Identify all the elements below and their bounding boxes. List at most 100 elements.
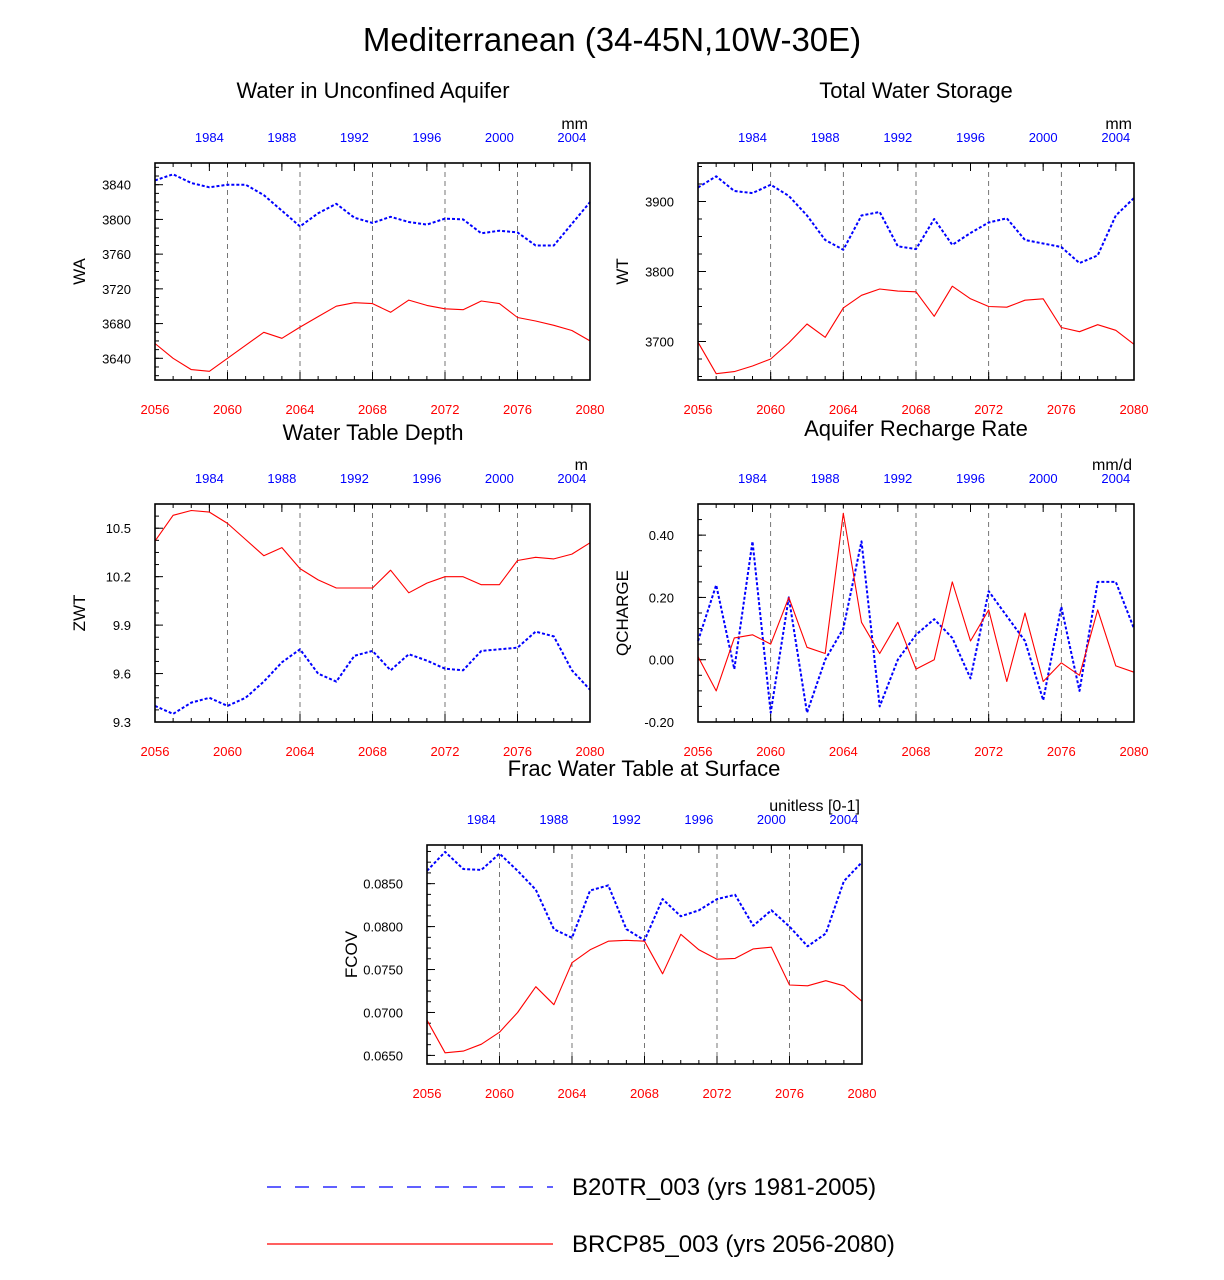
x-tick-label: 2080 [576,744,605,759]
x-tick-label: 2080 [1120,402,1149,417]
x-top-tick-label: 2000 [1029,130,1058,145]
x-tick-label: 2072 [431,744,460,759]
x-top-tick-label: 1992 [883,130,912,145]
x-tick-label: 2056 [684,402,713,417]
x-top-tick-label: 1984 [738,130,767,145]
x-top-tick-label: 1984 [738,471,767,486]
x-tick-label: 2056 [413,1086,442,1101]
plot-frame [154,503,591,723]
x-top-tick-label: 1988 [267,471,296,486]
legend-label-brcp85: BRCP85_003 (yrs 2056-2080) [572,1231,895,1258]
x-top-tick-label: 2000 [1029,471,1058,486]
x-tick-label: 2064 [558,1086,587,1101]
chart-panel-3: Water Table Depth m ZWT 2056 2060 2064 2068 207… [70,420,604,759]
series-line-brcp85 [697,512,1135,692]
y-tick-label: 0.20 [649,590,674,605]
x-top-tick-label: 1988 [539,812,568,827]
legend-label-b20tr: B20TR_003 (yrs 1981-2005) [572,1174,876,1201]
y-tick-label: 3680 [102,317,131,332]
series-line-brcp85 [426,933,863,1054]
x-tick-label: 2076 [503,744,532,759]
x-tick-label: 2056 [141,744,170,759]
units-label: mm/d [1092,457,1132,474]
x-top-tick-label: 1992 [883,471,912,486]
x-top-tick-label: 2000 [757,812,786,827]
chart-panel-4: Aquifer Recharge Rate mm/d QCHARGE 2056 2060… [613,416,1148,759]
x-tick-label: 2076 [503,402,532,417]
x-tick-label: 2060 [213,744,242,759]
x-tick-label: 2076 [775,1086,804,1101]
y-tick-label: 3640 [102,351,131,366]
x-top-tick-label: 1996 [956,130,985,145]
y-tick-label: 9.6 [113,667,131,682]
x-tick-label: 2060 [213,402,242,417]
panels: Water in Unconfined Aquifer mm WA 2056 2060 2… [70,78,1148,1101]
chart-panel-2: Total Water Storage mm WT 2056 2060 2064 2068 2… [613,78,1148,417]
x-top-tick-label: 2000 [485,130,514,145]
y-tick-label: 0.00 [649,653,674,668]
y-tick-label: 0.0850 [363,877,403,892]
y-tick-label: 0.0700 [363,1005,403,1020]
y-tick-label: 0.0750 [363,963,403,978]
x-top-tick-label: 1988 [811,130,840,145]
x-tick-label: 2080 [848,1086,877,1101]
x-tick-label: 2072 [974,744,1003,759]
y-tick-label: 3800 [102,212,131,227]
units-label: mm [1105,116,1132,133]
units-label: unitless [0-1] [769,798,860,815]
x-top-tick-label: 1988 [811,471,840,486]
x-tick-label: 2068 [358,402,387,417]
y-tick-label: 9.9 [113,618,131,633]
legend: B20TR_003 (yrs 1981-2005) BRCP85_003 (yr… [267,1174,895,1258]
y-tick-label: 9.3 [113,715,131,730]
x-tick-label: 2068 [902,402,931,417]
y-tick-label: -0.20 [644,715,674,730]
x-top-tick-label: 1992 [340,471,369,486]
x-top-tick-label: 2004 [557,130,586,145]
panel-title: Water Table Depth [283,420,464,445]
y-axis-label: FCOV [342,930,361,978]
y-tick-label: 0.40 [649,528,674,543]
y-tick-label: 3760 [102,247,131,262]
y-axis-label: WA [70,257,89,284]
series-line-brcp85 [154,299,591,372]
series-line-b20tr [697,540,1135,714]
panel-title: Aquifer Recharge Rate [804,416,1028,441]
x-tick-label: 2064 [286,402,315,417]
series-line-brcp85 [154,509,591,594]
x-top-tick-label: 2004 [1101,130,1130,145]
x-tick-label: 2068 [630,1086,659,1101]
x-tick-label: 2056 [684,744,713,759]
x-tick-label: 2056 [141,402,170,417]
x-top-tick-label: 2004 [557,471,586,486]
y-tick-label: 3700 [645,335,674,350]
x-tick-label: 2072 [703,1086,732,1101]
x-tick-label: 2064 [829,402,858,417]
x-tick-label: 2080 [576,402,605,417]
y-tick-label: 0.0650 [363,1048,403,1063]
x-top-tick-label: 1996 [412,130,441,145]
x-tick-label: 2060 [485,1086,514,1101]
x-tick-label: 2064 [286,744,315,759]
x-tick-label: 2076 [1047,402,1076,417]
x-top-tick-label: 1996 [684,812,713,827]
y-axis-label: QCHARGE [613,570,632,656]
y-tick-label: 10.2 [106,570,131,585]
x-tick-label: 2076 [1047,744,1076,759]
x-tick-label: 2080 [1120,744,1149,759]
x-tick-label: 2060 [756,744,785,759]
x-top-tick-label: 1996 [956,471,985,486]
x-top-tick-label: 2000 [485,471,514,486]
y-tick-label: 3840 [102,178,131,193]
panel-title: Total Water Storage [819,78,1013,103]
x-top-tick-label: 1992 [340,130,369,145]
units-label: mm [561,116,588,133]
y-tick-label: 3900 [645,195,674,210]
x-tick-label: 2068 [902,744,931,759]
x-top-tick-label: 2004 [829,812,858,827]
y-tick-label: 3720 [102,282,131,297]
chart-panel-1: Water in Unconfined Aquifer mm WA 2056 2060 2… [70,78,604,417]
panel-title: Water in Unconfined Aquifer [236,78,509,103]
units-label: m [575,457,588,474]
